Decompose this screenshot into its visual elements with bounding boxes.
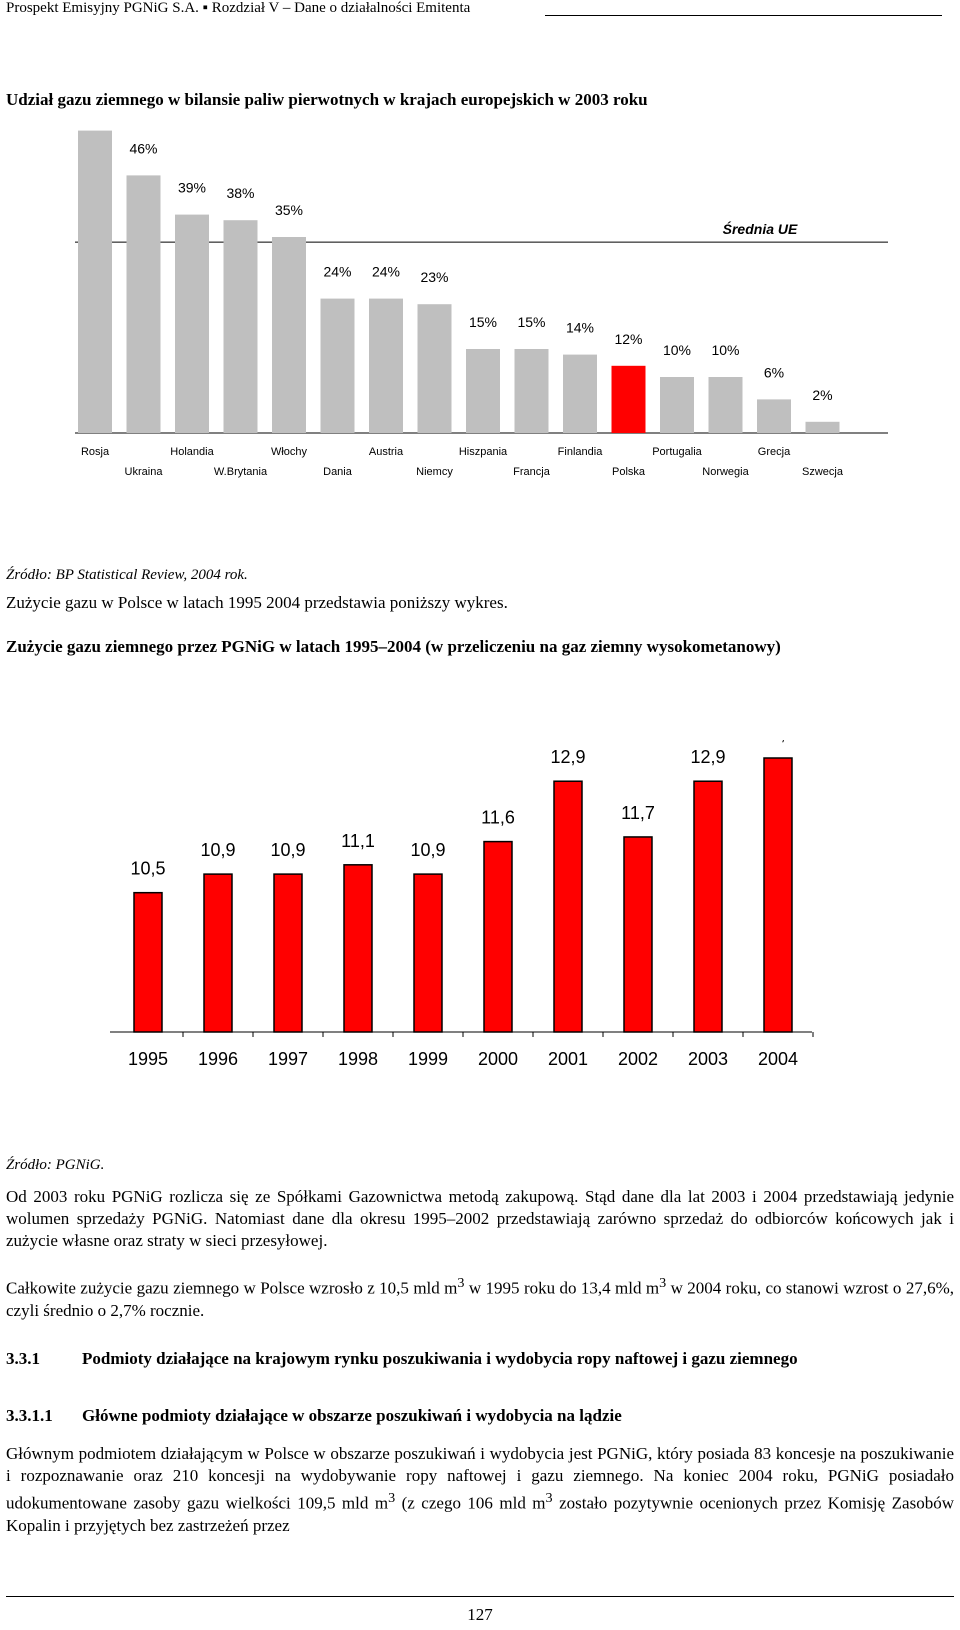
bar-austria (369, 298, 403, 433)
bar-value-label: 10,9 (410, 840, 445, 860)
year-label: 2002 (618, 1049, 658, 1069)
bar-value-label: 24% (372, 264, 400, 280)
year-label: 2001 (548, 1049, 588, 1069)
bar-dania (320, 298, 355, 433)
paragraph-settlement: Od 2003 roku PGNiG rozlicza się ze Spółk… (6, 1187, 954, 1250)
year-label: 2004 (758, 1049, 798, 1069)
bar-1997 (273, 873, 303, 1033)
bar-value-label: 39% (178, 180, 206, 196)
chart2-source: Źródło: PGNiG. (6, 1157, 105, 1173)
chart1-country-gas-share: Średnia UE54%Rosja46%Ukraina39%Holandia3… (75, 130, 888, 478)
bar-value-label: 11,1 (341, 831, 375, 851)
bar-value-label: 15% (469, 314, 497, 330)
year-label: 2000 (478, 1049, 518, 1069)
year-label: 1998 (338, 1049, 378, 1069)
intro-text: Zużycie gazu w Polsce w latach 1995 2004… (6, 593, 508, 612)
running-header: Prospekt Emisyjny PGNiG S.A. ▪ Rozdział … (6, 0, 471, 16)
bar-wochy (272, 237, 306, 433)
footer-rule (6, 1596, 954, 1597)
bar-2000 (483, 840, 513, 1033)
bar-1995 (133, 891, 163, 1033)
bar-value-label: 13,4 (760, 740, 795, 744)
bar-value-label: 10% (711, 342, 739, 358)
year-label: 1995 (128, 1049, 168, 1069)
category-label: Hiszpania (459, 446, 508, 458)
bar-1996 (203, 873, 233, 1033)
bar-ukraina (126, 175, 161, 433)
category-label: Ukraina (125, 466, 164, 478)
bar-rosja (78, 130, 112, 433)
category-label: Polska (612, 466, 646, 478)
category-label: Portugalia (652, 446, 702, 458)
bar-1998 (343, 864, 373, 1033)
bar-value-label: 12,9 (690, 747, 725, 767)
bar-2004 (763, 757, 793, 1033)
bar-value-label: 11,7 (621, 803, 655, 823)
category-label: Niemcy (416, 466, 453, 478)
bar-value-label: 24% (323, 264, 351, 280)
section-title-3-3-1-1: Główne podmioty działające w obszarze po… (82, 1406, 622, 1425)
bar-value-label: 23% (420, 269, 448, 285)
bar-value-label: 38% (226, 185, 254, 201)
section-number-3-3-1-1: 3.3.1.1 (6, 1406, 53, 1425)
bar-value-label: 11,6 (481, 808, 515, 828)
bar-value-label: 10,9 (270, 840, 305, 860)
chart2-pgnig-consumption: 10,5 1995 10,9 1996 10,9 1997 11,1 1998 10,9 1999… (110, 740, 814, 1069)
bar-value-label: 10,9 (200, 840, 235, 860)
category-label: Finlandia (558, 446, 604, 458)
page-number: 127 (467, 1605, 493, 1624)
category-label: Austria (369, 446, 404, 458)
bar-norwegia (708, 377, 743, 433)
year-label: 1997 (268, 1049, 308, 1069)
bar-niemcy (417, 304, 452, 433)
category-label: Grecja (758, 446, 791, 458)
bar-value-label: 12,9 (550, 747, 585, 767)
year-label: 2003 (688, 1049, 728, 1069)
chart1-title: Udział gazu ziemnego w bilansie paliw pi… (6, 90, 648, 109)
category-label: Norwegia (702, 466, 749, 478)
bar-value-label: 46% (129, 140, 157, 156)
bar-portugalia (660, 377, 694, 433)
bar-finlandia (563, 354, 597, 433)
bar-value-label: 10% (663, 342, 691, 358)
category-label: W.Brytania (214, 466, 268, 478)
bar-2002 (623, 836, 653, 1033)
bar-value-label: 15% (517, 314, 545, 330)
header-rule (545, 15, 942, 16)
bar-2003 (693, 780, 723, 1033)
bar-holandia (175, 214, 209, 433)
chart2-title: Zużycie gazu ziemnego przez PGNiG w lata… (6, 637, 781, 656)
category-label: Holandia (170, 446, 214, 458)
bar-szwecja (805, 421, 840, 433)
bar-value-label: 35% (275, 202, 303, 218)
bar-wbrytania (223, 220, 258, 433)
eu-average-label: Średnia UE (723, 220, 798, 237)
category-label: Francja (513, 466, 551, 478)
bar-value-label: 14% (566, 320, 594, 336)
bar-value-label: 2% (812, 387, 832, 403)
bar-value-label: 10,5 (130, 859, 165, 879)
year-label: 1996 (198, 1049, 238, 1069)
category-label: Szwecja (802, 466, 844, 478)
bar-value-label: 6% (764, 364, 784, 380)
bar-polska (611, 365, 646, 433)
category-label: Rosja (81, 446, 110, 458)
bar-grecja (757, 399, 791, 433)
chart1-source: Źródło: BP Statistical Review, 2004 rok. (6, 567, 248, 583)
section-title-3-3-1: Podmioty działające na krajowym rynku po… (82, 1349, 798, 1368)
paragraph-total-consumption: Całkowite zużycie gazu ziemnego w Polsce… (6, 1275, 954, 1320)
bar-1999 (413, 873, 443, 1033)
bar-francja (514, 349, 549, 433)
category-label: Włochy (271, 446, 308, 458)
bar-value-label: 12% (614, 331, 642, 347)
paragraph-main-entities: Głównym podmiotem działającym w Polsce w… (6, 1444, 954, 1535)
category-label: Dania (323, 466, 353, 478)
section-number-3-3-1: 3.3.1 (6, 1349, 40, 1368)
bar-hiszpania (466, 349, 500, 433)
bar-2001 (553, 780, 583, 1033)
year-label: 1999 (408, 1049, 448, 1069)
